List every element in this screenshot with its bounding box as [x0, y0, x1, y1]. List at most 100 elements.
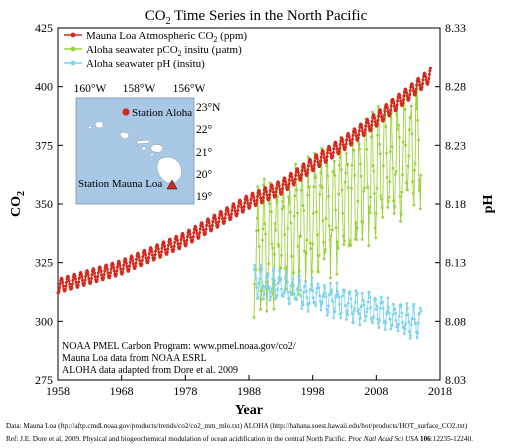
data-point [277, 184, 281, 188]
data-point [288, 302, 292, 305]
data-point [312, 185, 316, 189]
data-point [296, 171, 300, 174]
data-point [223, 219, 227, 223]
data-point [319, 159, 323, 163]
data-point [272, 266, 276, 270]
data-point [289, 221, 293, 225]
data-point [259, 270, 262, 274]
data-point [292, 271, 295, 274]
data-point [236, 208, 240, 212]
data-point [317, 270, 320, 274]
data-point [322, 283, 326, 287]
data-point [329, 291, 333, 294]
data-point [377, 326, 381, 329]
data-point [345, 152, 348, 155]
data-point [312, 167, 316, 171]
data-point [67, 279, 71, 283]
data-point [257, 281, 261, 284]
data-point [109, 267, 113, 271]
data-point [175, 239, 179, 242]
data-point [339, 316, 343, 320]
data-point [383, 109, 387, 113]
data-point [334, 296, 337, 299]
data-point [409, 115, 413, 118]
data-point [255, 216, 259, 220]
data-point [200, 222, 204, 226]
data-point [332, 147, 336, 151]
data-point [369, 195, 372, 199]
data-point [276, 242, 280, 246]
data-point [156, 247, 160, 251]
data-point [77, 276, 81, 280]
data-point [74, 277, 77, 281]
data-point [90, 273, 94, 277]
data-point [259, 196, 263, 200]
data-point [418, 207, 422, 211]
data-point [379, 112, 383, 115]
data-point [325, 158, 328, 162]
data-point [127, 267, 131, 271]
data-point [357, 133, 361, 137]
data-point [112, 266, 116, 269]
data-point [227, 213, 231, 217]
data-point [412, 89, 415, 93]
data-point [385, 151, 388, 155]
data-point [352, 321, 355, 324]
data-point [271, 190, 275, 194]
data-point [172, 244, 176, 248]
data-point [96, 275, 100, 279]
data-point [300, 307, 304, 311]
data-point [403, 327, 407, 331]
data-point [230, 212, 233, 216]
data-point [277, 245, 281, 248]
data-point [105, 265, 109, 268]
data-point [404, 143, 407, 147]
data-point [379, 109, 383, 113]
data-point [322, 241, 325, 244]
data-point [386, 206, 390, 209]
data-point [335, 147, 339, 151]
data-point [274, 193, 277, 197]
data-point [366, 121, 370, 125]
island-maui [150, 144, 163, 153]
data-point [268, 189, 272, 193]
data-point [344, 171, 348, 175]
data-point [205, 223, 209, 227]
data-point [254, 202, 258, 206]
data-point [362, 186, 366, 190]
legend-label-aloha-pco2: Aloha seawater pCO2 insitu (µatm) [86, 44, 242, 58]
data-point [398, 93, 402, 97]
data-point [271, 269, 275, 273]
data-point [257, 228, 260, 232]
data-point [376, 118, 380, 122]
data-point [166, 243, 170, 247]
data-point [395, 103, 399, 107]
data-point [63, 287, 67, 291]
map-lon-label-158: 158°W [123, 83, 156, 95]
data-point [197, 234, 201, 238]
data-point [424, 75, 428, 79]
data-point [365, 310, 369, 314]
data-point [368, 211, 372, 215]
data-point [366, 185, 370, 189]
chart-title: CO2 Time Series in the North Pacific [145, 8, 368, 27]
data-point [262, 292, 266, 296]
data-point [271, 292, 275, 296]
data-point [308, 241, 312, 245]
data-point [356, 310, 360, 313]
data-point [375, 186, 379, 190]
data-point [397, 315, 401, 318]
data-point [268, 181, 272, 185]
data-point [283, 289, 287, 293]
data-point [276, 288, 279, 292]
data-point [378, 152, 382, 156]
data-point [255, 198, 259, 202]
data-point [326, 174, 330, 178]
data-point [284, 180, 288, 184]
legend-label-aloha-ph: Aloha seawater pH (insitu) [86, 58, 205, 70]
data-point [304, 280, 308, 284]
data-point [204, 227, 208, 231]
data-point [378, 142, 381, 146]
annotation-line-1: NOAA PMEL Carbon Program: www.pmel.noaa.… [62, 341, 296, 352]
data-point [321, 150, 325, 154]
